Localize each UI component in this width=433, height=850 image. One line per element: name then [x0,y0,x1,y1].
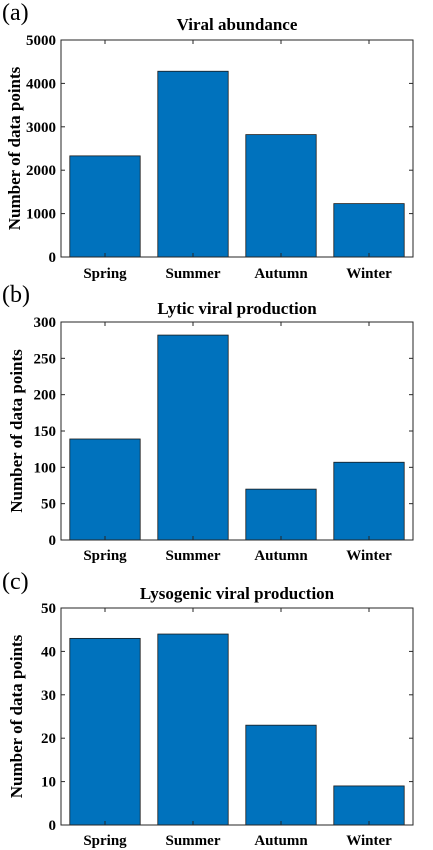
x-tick-label: Autumn [254,548,308,564]
bar-spring [69,155,141,258]
x-tick-label: Winter [346,833,392,849]
panel-letter: (b) [2,282,30,308]
y-tick-label: 250 [34,351,57,367]
bar-summer [157,334,229,541]
x-tick-label: Spring [83,266,127,282]
x-tick-label: Winter [346,266,392,282]
y-tick-label: 3000 [26,120,56,136]
x-tick-label: Summer [166,833,221,849]
panel-letter: (c) [2,569,29,595]
bar-summer [157,633,229,826]
bar-winter [333,203,405,258]
bar-spring [69,637,141,826]
axes-box [60,39,414,258]
y-tick-label: 150 [34,424,57,440]
y-tick-label: 20 [41,731,56,747]
y-axis-label: Number of data points [5,66,24,230]
bar-winter [333,785,405,826]
x-tick-label: Autumn [254,266,308,282]
y-tick-label: 5000 [26,33,56,49]
x-tick-label: Winter [346,548,392,564]
y-tick-label: 0 [49,533,57,549]
y-tick-label: 10 [41,775,56,791]
axes-box [60,607,414,826]
bar-autumn [245,134,317,258]
x-tick-label: Spring [83,548,127,564]
y-tick-label: 0 [49,250,57,266]
bar-winter [333,461,405,541]
y-tick-label: 50 [41,497,56,513]
bar-autumn [245,724,317,826]
chart-panel-1: (a) Viral abundance Number of data points 0… [2,0,414,282]
y-axis-label: Number of data points [7,349,26,513]
chart-panel-2: (b) Lytic viral production Number of data … [2,282,414,564]
x-tick-label: Summer [166,266,221,282]
y-tick-label: 0 [49,818,57,834]
y-tick-label: 2000 [26,163,56,179]
bar-autumn [245,488,317,541]
y-tick-label: 1000 [26,207,56,223]
chart-title: Lysogenic viral production [140,584,335,603]
chart-title: Lytic viral production [157,299,317,318]
bar-summer [157,70,229,258]
y-tick-label: 4000 [26,76,56,92]
y-tick-label: 40 [41,644,56,660]
panel-letter: (a) [2,0,29,26]
y-tick-label: 100 [34,460,57,476]
y-tick-label: 200 [34,388,57,404]
chart-panel-3: (c) Lysogenic viral production Number of d… [2,569,414,849]
y-tick-label: 50 [41,601,56,617]
y-tick-label: 300 [34,315,57,331]
y-tick-label: 30 [41,688,56,704]
bar-spring [69,438,141,541]
y-axis-label: Number of data points [7,634,26,798]
x-tick-label: Spring [83,833,127,849]
x-tick-label: Autumn [254,833,308,849]
x-tick-label: Summer [166,548,221,564]
chart-title: Viral abundance [177,15,298,34]
